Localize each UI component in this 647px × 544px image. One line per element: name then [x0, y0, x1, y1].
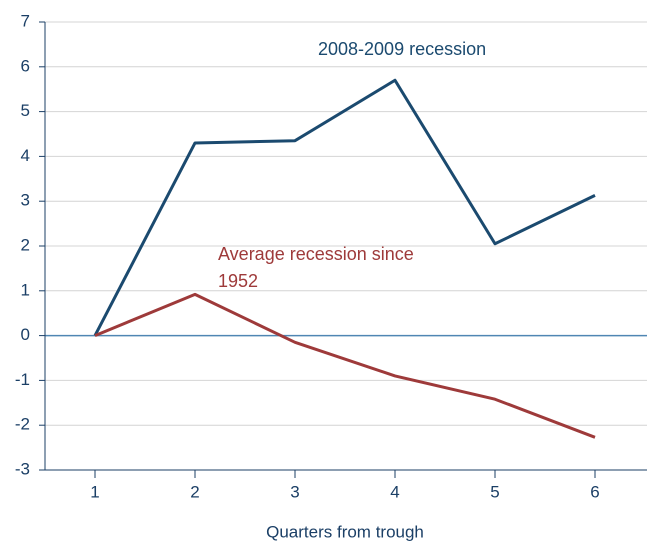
- x-tick-label: 3: [290, 482, 299, 501]
- y-tick-label: -2: [15, 415, 30, 434]
- y-tick-label: 0: [21, 325, 30, 344]
- series-line: [93, 78, 596, 337]
- y-tick-label: 6: [21, 56, 30, 75]
- x-tick-label: 2: [190, 482, 199, 501]
- series-line: [94, 292, 596, 439]
- series-label: 2008-2009 recession: [318, 39, 487, 59]
- y-tick-label: -1: [15, 370, 30, 389]
- x-tick-label: 1: [90, 482, 99, 501]
- y-tick-label: 1: [21, 280, 30, 299]
- x-tick-label: 6: [590, 482, 599, 501]
- series-label: Average recession since 1952: [218, 244, 414, 291]
- y-tick-label: 7: [21, 11, 30, 30]
- y-tick-label: -3: [15, 459, 30, 478]
- y-tick-label: 3: [21, 191, 30, 210]
- y-tick-label: 4: [21, 146, 30, 165]
- y-tick-label: 2: [21, 235, 30, 254]
- x-tick-label: 4: [390, 482, 399, 501]
- x-tick-label: 5: [490, 482, 499, 501]
- x-axis-title: Quarters from trough: [266, 522, 424, 541]
- y-tick-label: 5: [21, 101, 30, 120]
